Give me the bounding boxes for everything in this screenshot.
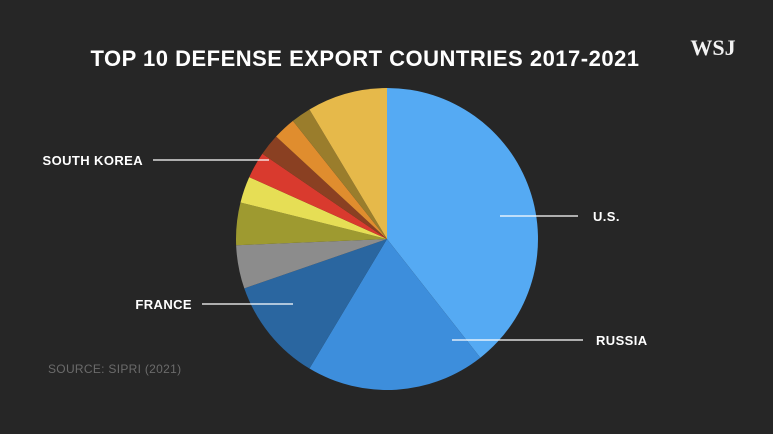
pie-slice-unlabeled-11 — [309, 88, 387, 239]
pie-slices — [236, 88, 538, 391]
slice-label-france: FRANCE — [135, 297, 192, 312]
pie-slice-unlabeled-8 — [262, 136, 387, 239]
slice-label-u-s: U.S. — [593, 209, 620, 224]
slice-label-south-korea: SOUTH KOREA — [43, 153, 144, 168]
pie-slice-unlabeled-9 — [276, 120, 387, 239]
pie-slice-france — [244, 239, 387, 369]
pie-slice-unlabeled-6 — [240, 177, 387, 239]
pie-slice-u-s — [387, 88, 538, 358]
slice-label-russia: RUSSIA — [596, 333, 648, 348]
wsj-logo: WSJ — [690, 35, 735, 60]
pie-slice-south-korea — [249, 153, 387, 239]
pie-slice-unlabeled-10 — [292, 109, 387, 239]
source-note: SOURCE: SIPRI (2021) — [48, 362, 181, 376]
chart-title: TOP 10 DEFENSE EXPORT COUNTRIES 2017-202… — [90, 46, 639, 71]
pie-slice-russia — [309, 239, 481, 391]
pie-labels: U.S. RUSSIA FRANCE SOUTH KOREA — [43, 153, 648, 348]
pie-slice-unlabeled-5 — [236, 202, 387, 246]
pie-slice-unlabeled-4 — [236, 239, 387, 289]
